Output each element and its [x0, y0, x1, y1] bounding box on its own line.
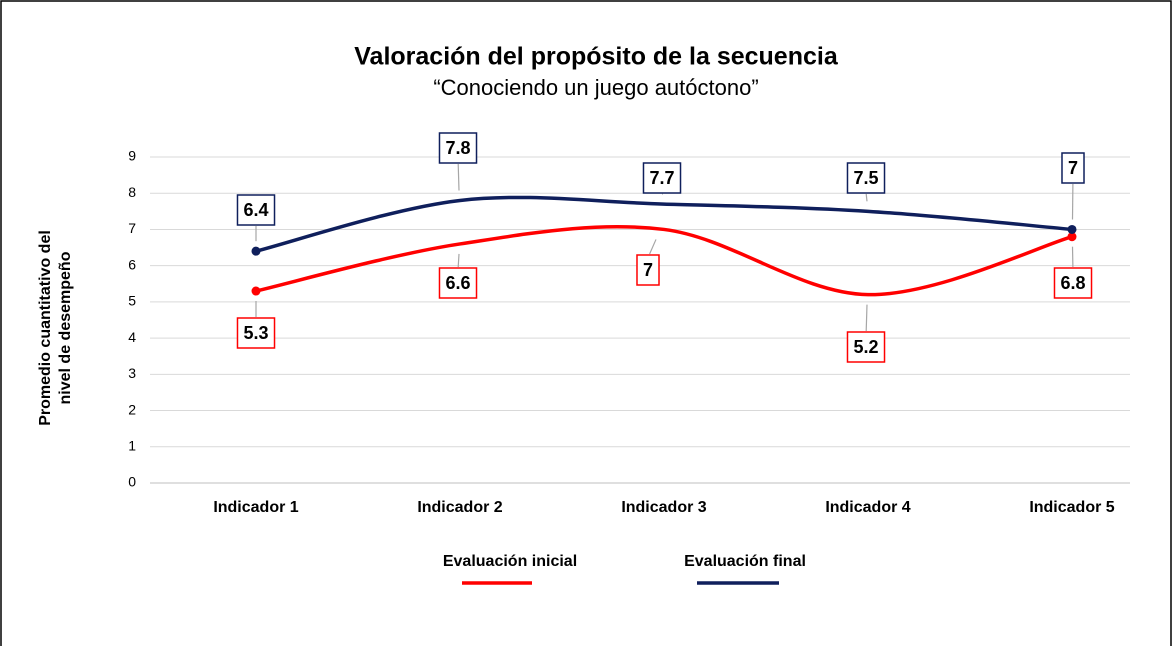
y-tick-label: 7: [128, 220, 136, 236]
data-label-box: [642, 162, 682, 194]
leader-line: [457, 163, 460, 191]
data-label: 6.6: [445, 273, 470, 293]
x-tick-label: Indicador 5: [1029, 499, 1114, 516]
leader-line: [457, 253, 460, 268]
data-label-group: 5.3: [236, 301, 276, 349]
data-label: 6.8: [1060, 273, 1085, 293]
point-marker: [1067, 232, 1077, 242]
data-label-box: [1061, 152, 1085, 184]
data-label-box: [1053, 267, 1093, 299]
data-label-box: [636, 254, 660, 286]
x-tick-label: Indicador 3: [621, 499, 706, 516]
leader-line: [649, 239, 657, 255]
data-label: 7: [643, 260, 653, 280]
data-label: 5.3: [243, 323, 268, 343]
series-line: [255, 224, 1073, 297]
data-label: 7.5: [853, 168, 878, 188]
y-tick-label: 4: [128, 329, 136, 345]
legend-label: Evaluación final: [684, 553, 806, 570]
chart-title: Valoración del propósito de la secuencia: [354, 43, 839, 71]
data-label: 7: [1068, 158, 1078, 178]
y-tick-label: 9: [128, 148, 136, 164]
y-tick-label: 1: [128, 437, 136, 453]
data-label: 5.2: [853, 337, 878, 357]
data-label-group: 7.5: [846, 162, 886, 202]
leader-line: [865, 304, 868, 332]
data-label-group: 5.2: [846, 304, 886, 363]
data-label-box: [846, 162, 886, 194]
y-tick-label: 5: [128, 293, 136, 309]
y-tick-label: 8: [128, 184, 136, 200]
data-label-box: [236, 194, 276, 226]
data-label-group: 6.8: [1053, 246, 1093, 299]
y-tick-label: 0: [128, 474, 136, 490]
legend-label: Evaluación inicial: [443, 553, 577, 570]
data-label-group: 6.4: [236, 194, 276, 242]
y-axis-label: Promedio cuantitativo del: [37, 230, 54, 426]
data-label-box: [236, 317, 276, 349]
data-label-group: 6.6: [438, 253, 478, 299]
data-label-box: [438, 132, 478, 164]
data-label-group: 7: [636, 239, 660, 286]
point-marker: [251, 246, 261, 256]
data-label-group: 7.7: [642, 162, 682, 195]
data-label-group: 7: [1061, 152, 1085, 220]
data-label: 7.8: [445, 138, 470, 158]
y-tick-label: 3: [128, 365, 136, 381]
series-line: [255, 195, 1073, 253]
x-tick-label: Indicador 4: [825, 499, 910, 516]
point-marker: [1067, 224, 1077, 234]
y-tick-label: 6: [128, 256, 136, 272]
data-label: 6.4: [243, 200, 268, 220]
data-label-box: [438, 267, 478, 299]
y-tick-label: 2: [128, 401, 136, 417]
data-label-group: 7.8: [438, 132, 478, 191]
chart-subtitle: “Conociendo un juego autóctono”: [433, 75, 758, 100]
point-marker: [251, 286, 261, 296]
leader-line: [865, 193, 868, 202]
data-label: 7.7: [649, 168, 674, 188]
data-label-box: [846, 331, 886, 363]
x-tick-label: Indicador 1: [213, 499, 298, 516]
y-axis-label: nivel de desempeño: [57, 251, 74, 404]
x-tick-label: Indicador 2: [417, 499, 502, 516]
